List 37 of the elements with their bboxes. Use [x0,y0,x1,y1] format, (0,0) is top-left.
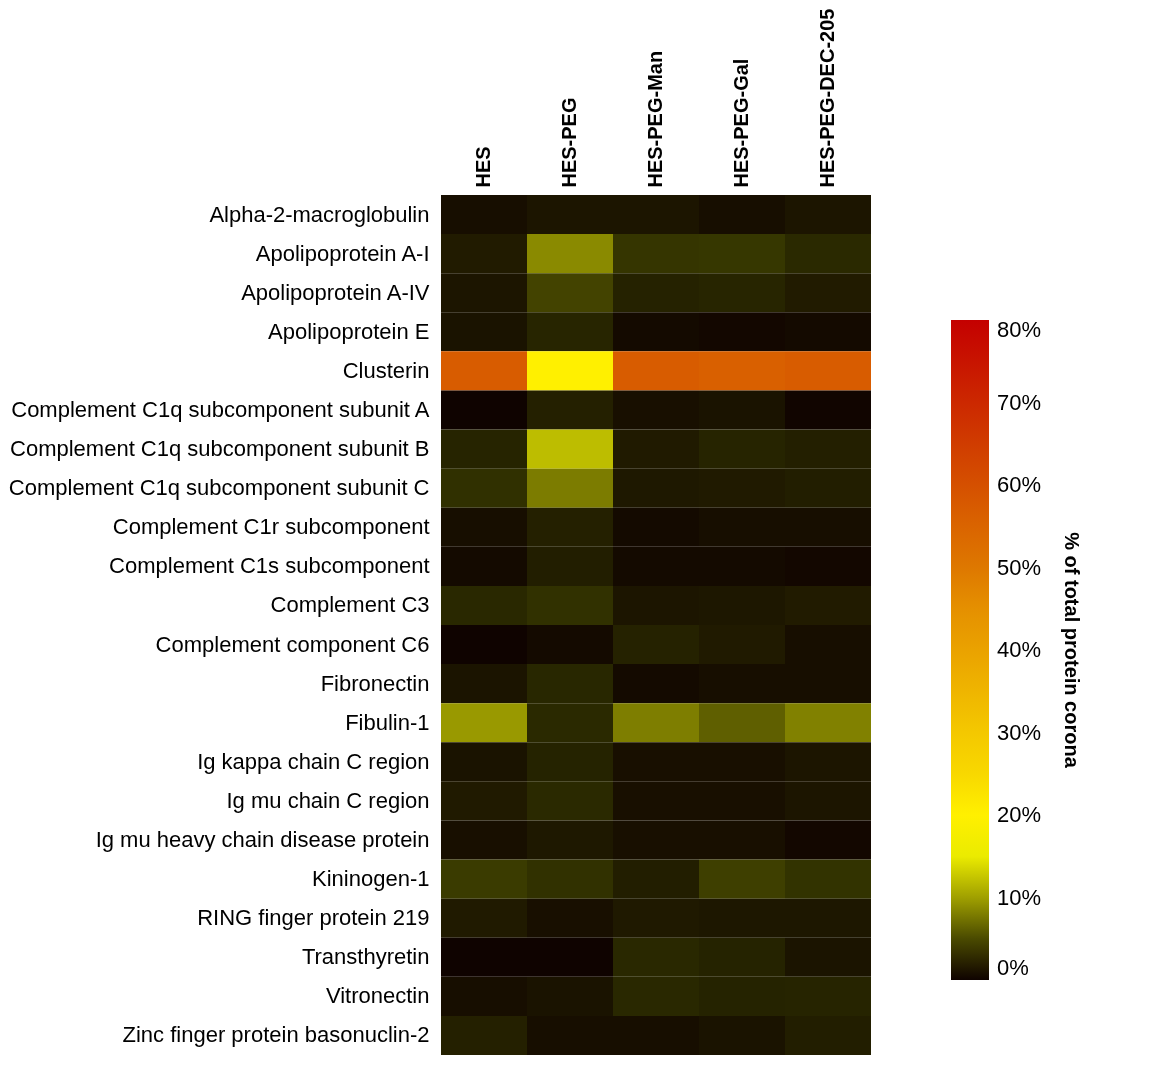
y-tick-label: Ig mu heavy chain disease protein [95,827,430,852]
color-bar-label: 10% [997,884,1042,910]
x-tick-label: HES-PEG-DEC-205 [816,8,838,188]
color-bar-label: 0% [997,955,1029,980]
y-tick-label: Complement C1q subcomponent subunit C [8,475,430,501]
color-bar-label: 70% [997,389,1042,415]
y-tick-label: Apolipoprotein A-I [255,240,430,266]
y-tick-label: Transthyretin [301,944,430,970]
y-tick-label: Clusterin [342,357,430,383]
color-bar-label: 60% [997,472,1042,497]
y-tick-label: Complement C1q subcomponent subunit A [11,397,430,422]
y-tick-label: Ig kappa chain C region [197,748,430,774]
color-bar-label: 30% [997,719,1042,745]
color-bar-label: 40% [997,637,1042,662]
y-tick-label: Complement component C6 [155,631,430,657]
y-tick-label: Complement C3 [270,592,430,618]
y-tick-label: Complement C1s subcomponent [109,553,430,579]
color-bar-title: % of total protein corona [1061,532,1083,769]
y-tick-label: Complement C1r subcomponent [112,514,430,540]
y-tick-label: RING finger protein 219 [197,905,430,931]
y-tick-label: Apolipoprotein A-IV [241,279,430,305]
y-tick-label: Fibulin-1 [345,709,430,735]
y-tick-label: Apolipoprotein E [268,318,430,344]
y-tick-label: Vitronectin [325,983,430,1009]
color-bar-label: 20% [997,802,1042,827]
y-tick-label: Ig mu chain C region [226,787,430,813]
y-tick-label: Fibronectin [320,670,430,696]
x-tick-label: HES-PEG [558,97,580,188]
color-bar-label: 80% [997,317,1042,342]
x-tick-label: HES-PEG-Gal [730,58,752,188]
y-tick-label: Zinc finger protein basonuclin-2 [122,1022,430,1048]
x-tick-label: HES-PEG-Man [644,50,666,188]
y-tick-label: Kininogen-1 [312,866,430,892]
y-tick-label: Alpha-2-macroglobulin [209,201,430,227]
x-tick-label: HES [472,146,494,188]
y-tick-label: Complement C1q subcomponent subunit B [10,436,430,462]
color-bar-label: 50% [997,554,1042,580]
